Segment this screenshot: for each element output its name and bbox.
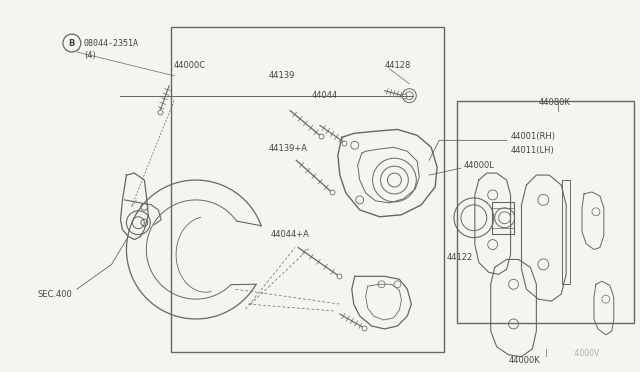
Text: 08044-2351A: 08044-2351A (84, 39, 139, 48)
Text: 44044+A: 44044+A (270, 230, 309, 239)
Text: 44139+A: 44139+A (268, 144, 307, 153)
Bar (456, 101, 634, 323)
Text: SEC.400: SEC.400 (37, 290, 72, 299)
Bar (171, 27, 444, 352)
Text: :4000V: :4000V (572, 349, 599, 358)
Text: B: B (68, 39, 75, 48)
Text: 44001(RH): 44001(RH) (511, 132, 556, 141)
Text: 44000C: 44000C (174, 61, 206, 70)
Text: 44080K: 44080K (538, 98, 570, 107)
Text: 44128: 44128 (385, 61, 411, 70)
Text: 44044: 44044 (312, 91, 339, 100)
Text: 44139: 44139 (268, 71, 295, 80)
Bar (492, 202, 513, 234)
Text: 44000K: 44000K (509, 356, 540, 365)
Text: 44122: 44122 (447, 253, 474, 262)
Text: (4): (4) (84, 51, 95, 61)
Text: 44011(LH): 44011(LH) (511, 146, 554, 155)
Text: 44000L: 44000L (464, 161, 495, 170)
